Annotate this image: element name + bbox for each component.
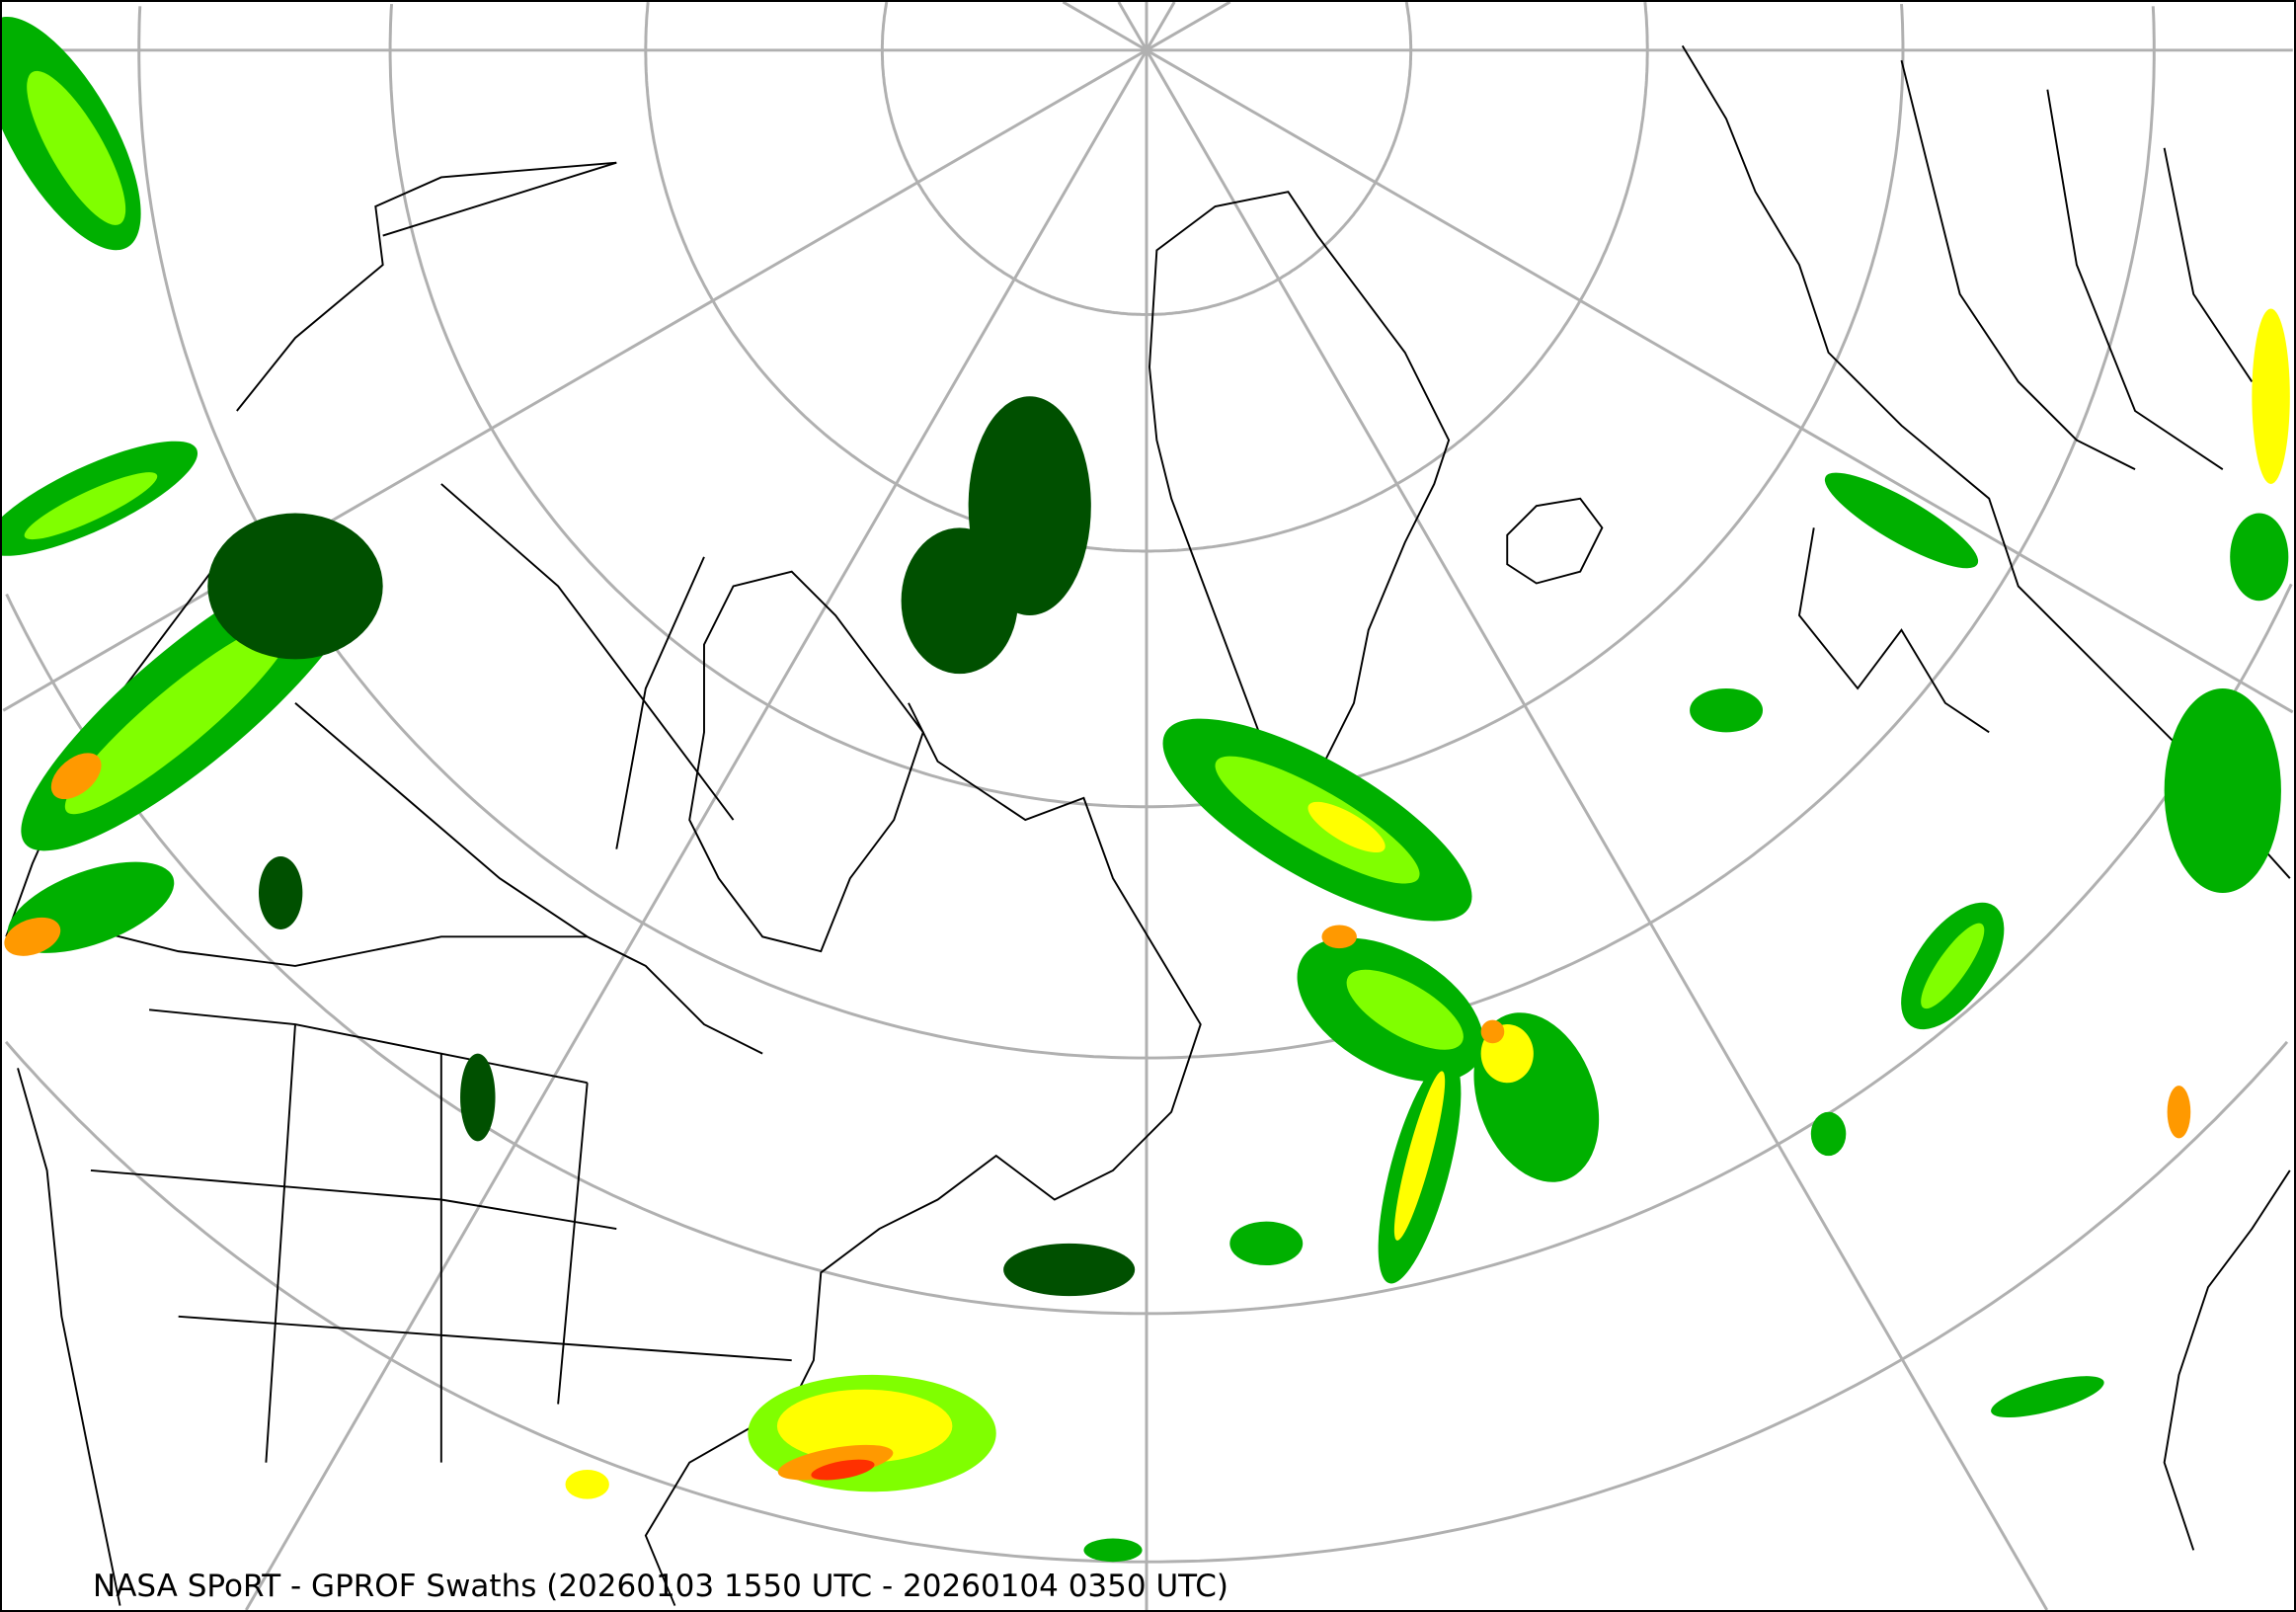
- latitude-circle: [388, 3, 1905, 809]
- canada-provinces: [294, 161, 735, 938]
- europe-borders: [1900, 59, 2254, 471]
- precip-swath-medium: [2252, 308, 2290, 484]
- meridian-line: [1117, 2, 1148, 51]
- precip-swath-low: [1690, 687, 1764, 733]
- precipitation-swaths: [2, 16, 2290, 1563]
- precip-swath-low: [1991, 1376, 2104, 1418]
- meridian-line: [1145, 49, 2049, 1610]
- precip-swath-low: [1083, 1538, 1143, 1563]
- us-states: [90, 1008, 792, 1463]
- precip-swath-low: [1229, 1221, 1304, 1266]
- precip-swath-moderate: [24, 472, 158, 540]
- us-canada-border: [61, 921, 763, 1055]
- precip-swath-moderate: [1921, 923, 1985, 1009]
- meridian-line: [1145, 2, 1176, 51]
- precip-swath-light: [207, 513, 383, 660]
- meridian-line: [1062, 2, 1148, 52]
- iceland: [1506, 497, 1604, 585]
- precip-swath-heavy: [50, 753, 102, 800]
- precip-swath-medium: [1307, 801, 1386, 853]
- precip-swath-heavy: [1321, 925, 1357, 949]
- precip-swath-moderate: [64, 620, 292, 815]
- latitude-circle: [644, 2, 1649, 553]
- latitude-circle: [5, 583, 2293, 1316]
- precip-swath-heavy: [4, 917, 61, 956]
- precip-swath-low: [2164, 687, 2281, 893]
- precip-swath-moderate: [1346, 969, 1464, 1050]
- map-caption: NASA SPoRT - GPROF Swaths (20260103 1550…: [93, 1569, 1228, 1604]
- precip-swath-heavy: [1480, 1019, 1505, 1044]
- africa-coast: [2163, 1169, 2291, 1551]
- hudson-bay: [688, 570, 924, 953]
- precip-swath-low: [2230, 513, 2289, 602]
- precip-swath-medium: [776, 1389, 953, 1463]
- precip-swath-low: [1824, 472, 1979, 569]
- meridian-line: [2, 48, 1148, 712]
- meridian-line: [245, 49, 1148, 1610]
- precip-swath-light: [901, 527, 1018, 675]
- precip-swath-low: [1810, 1111, 1847, 1157]
- precip-swath-moderate: [27, 70, 126, 225]
- greenland-coast: [1148, 191, 1451, 777]
- precip-swath-light: [1003, 1243, 1136, 1297]
- latitude-circle: [880, 2, 1413, 316]
- precip-swath-light: [258, 856, 303, 929]
- precip-swath-very-heavy: [811, 1459, 875, 1481]
- precip-swath-heavy: [2167, 1086, 2191, 1139]
- precip-swath-light: [460, 1053, 496, 1142]
- meridian-line: [1146, 2, 1231, 52]
- precip-swath-medium: [1393, 1071, 1446, 1241]
- meridian-line: [1146, 48, 2294, 714]
- precip-swath-medium: [565, 1470, 609, 1499]
